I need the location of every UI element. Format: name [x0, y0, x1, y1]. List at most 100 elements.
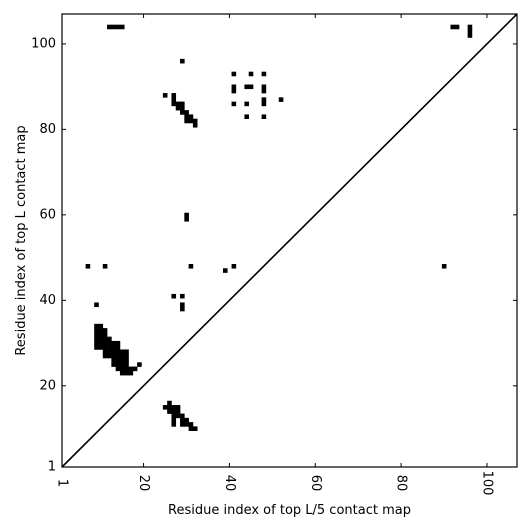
contact-cell — [167, 409, 172, 414]
contact-cell — [180, 302, 185, 308]
contact-cell — [244, 101, 250, 107]
y-tick-label: 20 — [39, 378, 56, 393]
contact-cell — [167, 405, 172, 410]
contact-cell — [111, 349, 116, 355]
contact-cell — [248, 84, 254, 90]
contact-cell — [98, 340, 104, 346]
contact-cell — [175, 101, 181, 107]
contact-cell — [107, 24, 112, 30]
contact-cell — [119, 349, 125, 355]
contact-cell — [128, 370, 134, 376]
contact-cell — [184, 114, 189, 120]
contact-cell — [119, 366, 125, 372]
contact-cell — [171, 417, 177, 423]
contact-cell — [115, 349, 121, 355]
contact-cell — [171, 409, 177, 414]
contact-cell — [98, 332, 104, 337]
contact-cell — [180, 413, 185, 419]
contact-cell — [94, 302, 99, 308]
contact-cell — [222, 268, 228, 273]
contact-cell — [171, 101, 177, 107]
contact-cell — [94, 332, 99, 337]
contact-cell — [124, 370, 129, 376]
contact-cell — [180, 110, 185, 115]
contact-cell — [115, 345, 121, 350]
contact-cell — [124, 353, 129, 359]
contact-cell — [115, 340, 121, 346]
contact-cell — [192, 122, 198, 128]
diagonal-line — [61, 13, 518, 468]
contact-cell — [115, 24, 121, 30]
contact-cell — [180, 293, 185, 299]
contact-cell — [231, 84, 237, 90]
x-tick-label: 80 — [394, 475, 409, 492]
contact-cell — [119, 358, 125, 363]
contact-cell — [261, 114, 267, 120]
contact-cell — [171, 293, 177, 299]
contact-cell — [180, 58, 185, 64]
contact-cell — [192, 118, 198, 124]
y-tick-label: 80 — [39, 122, 56, 137]
y-tick-label: 40 — [39, 293, 56, 308]
contact-cell — [188, 118, 194, 124]
contact-cell — [124, 366, 129, 372]
contact-cell — [85, 264, 91, 269]
contact-cell — [231, 101, 237, 107]
plot-frame — [61, 13, 518, 468]
contact-cell — [111, 24, 116, 30]
contact-cell — [188, 422, 194, 427]
contact-cell — [244, 114, 250, 120]
contact-cell — [184, 110, 189, 115]
contact-cell — [102, 332, 108, 337]
contact-cell — [107, 336, 112, 342]
contact-cell — [188, 264, 194, 269]
contact-cell — [119, 24, 125, 30]
contact-cell — [467, 24, 473, 30]
contact-cell — [111, 345, 116, 350]
contact-cell — [184, 417, 189, 423]
contact-cell — [231, 88, 237, 94]
contact-cell — [171, 413, 177, 419]
contact-cell — [184, 118, 189, 124]
contact-cell — [124, 362, 129, 367]
contact-cell — [102, 328, 108, 333]
contact-cell — [115, 366, 121, 372]
contact-cell — [102, 349, 108, 355]
contact-cell — [94, 336, 99, 342]
contact-cell — [107, 345, 112, 350]
contact-cell — [119, 362, 125, 367]
contact-cell — [102, 336, 108, 342]
contact-cell — [184, 422, 189, 427]
contact-cell — [248, 71, 254, 77]
contact-cell — [115, 362, 121, 367]
contact-cell — [184, 216, 189, 222]
contact-cell — [180, 101, 185, 107]
contact-cell — [119, 370, 125, 376]
contact-cell — [124, 349, 129, 355]
x-tick-label: 1 — [55, 479, 70, 487]
contact-cell — [180, 306, 185, 312]
contact-cell — [102, 345, 108, 350]
contact-cell — [98, 323, 104, 329]
contact-cell — [231, 71, 237, 77]
contact-cell — [94, 345, 99, 350]
contact-cell — [467, 28, 473, 34]
contact-cell — [450, 24, 456, 30]
contact-cell — [244, 84, 250, 90]
y-axis-label: Residue index of top L contact map — [14, 125, 29, 355]
contact-cell — [180, 422, 185, 427]
contact-cell — [261, 88, 267, 94]
contact-cell — [171, 405, 177, 410]
x-tick-label: 100 — [479, 471, 494, 496]
contact-cell — [107, 349, 112, 355]
contact-cell — [188, 426, 194, 431]
contact-cell — [102, 340, 108, 346]
contact-cell — [467, 33, 473, 38]
contact-cell — [111, 340, 116, 346]
contact-cell — [94, 323, 99, 329]
contact-cell — [188, 114, 194, 120]
contact-cell — [454, 24, 460, 30]
y-tick-label: 60 — [39, 207, 56, 222]
contact-cell — [261, 101, 267, 107]
